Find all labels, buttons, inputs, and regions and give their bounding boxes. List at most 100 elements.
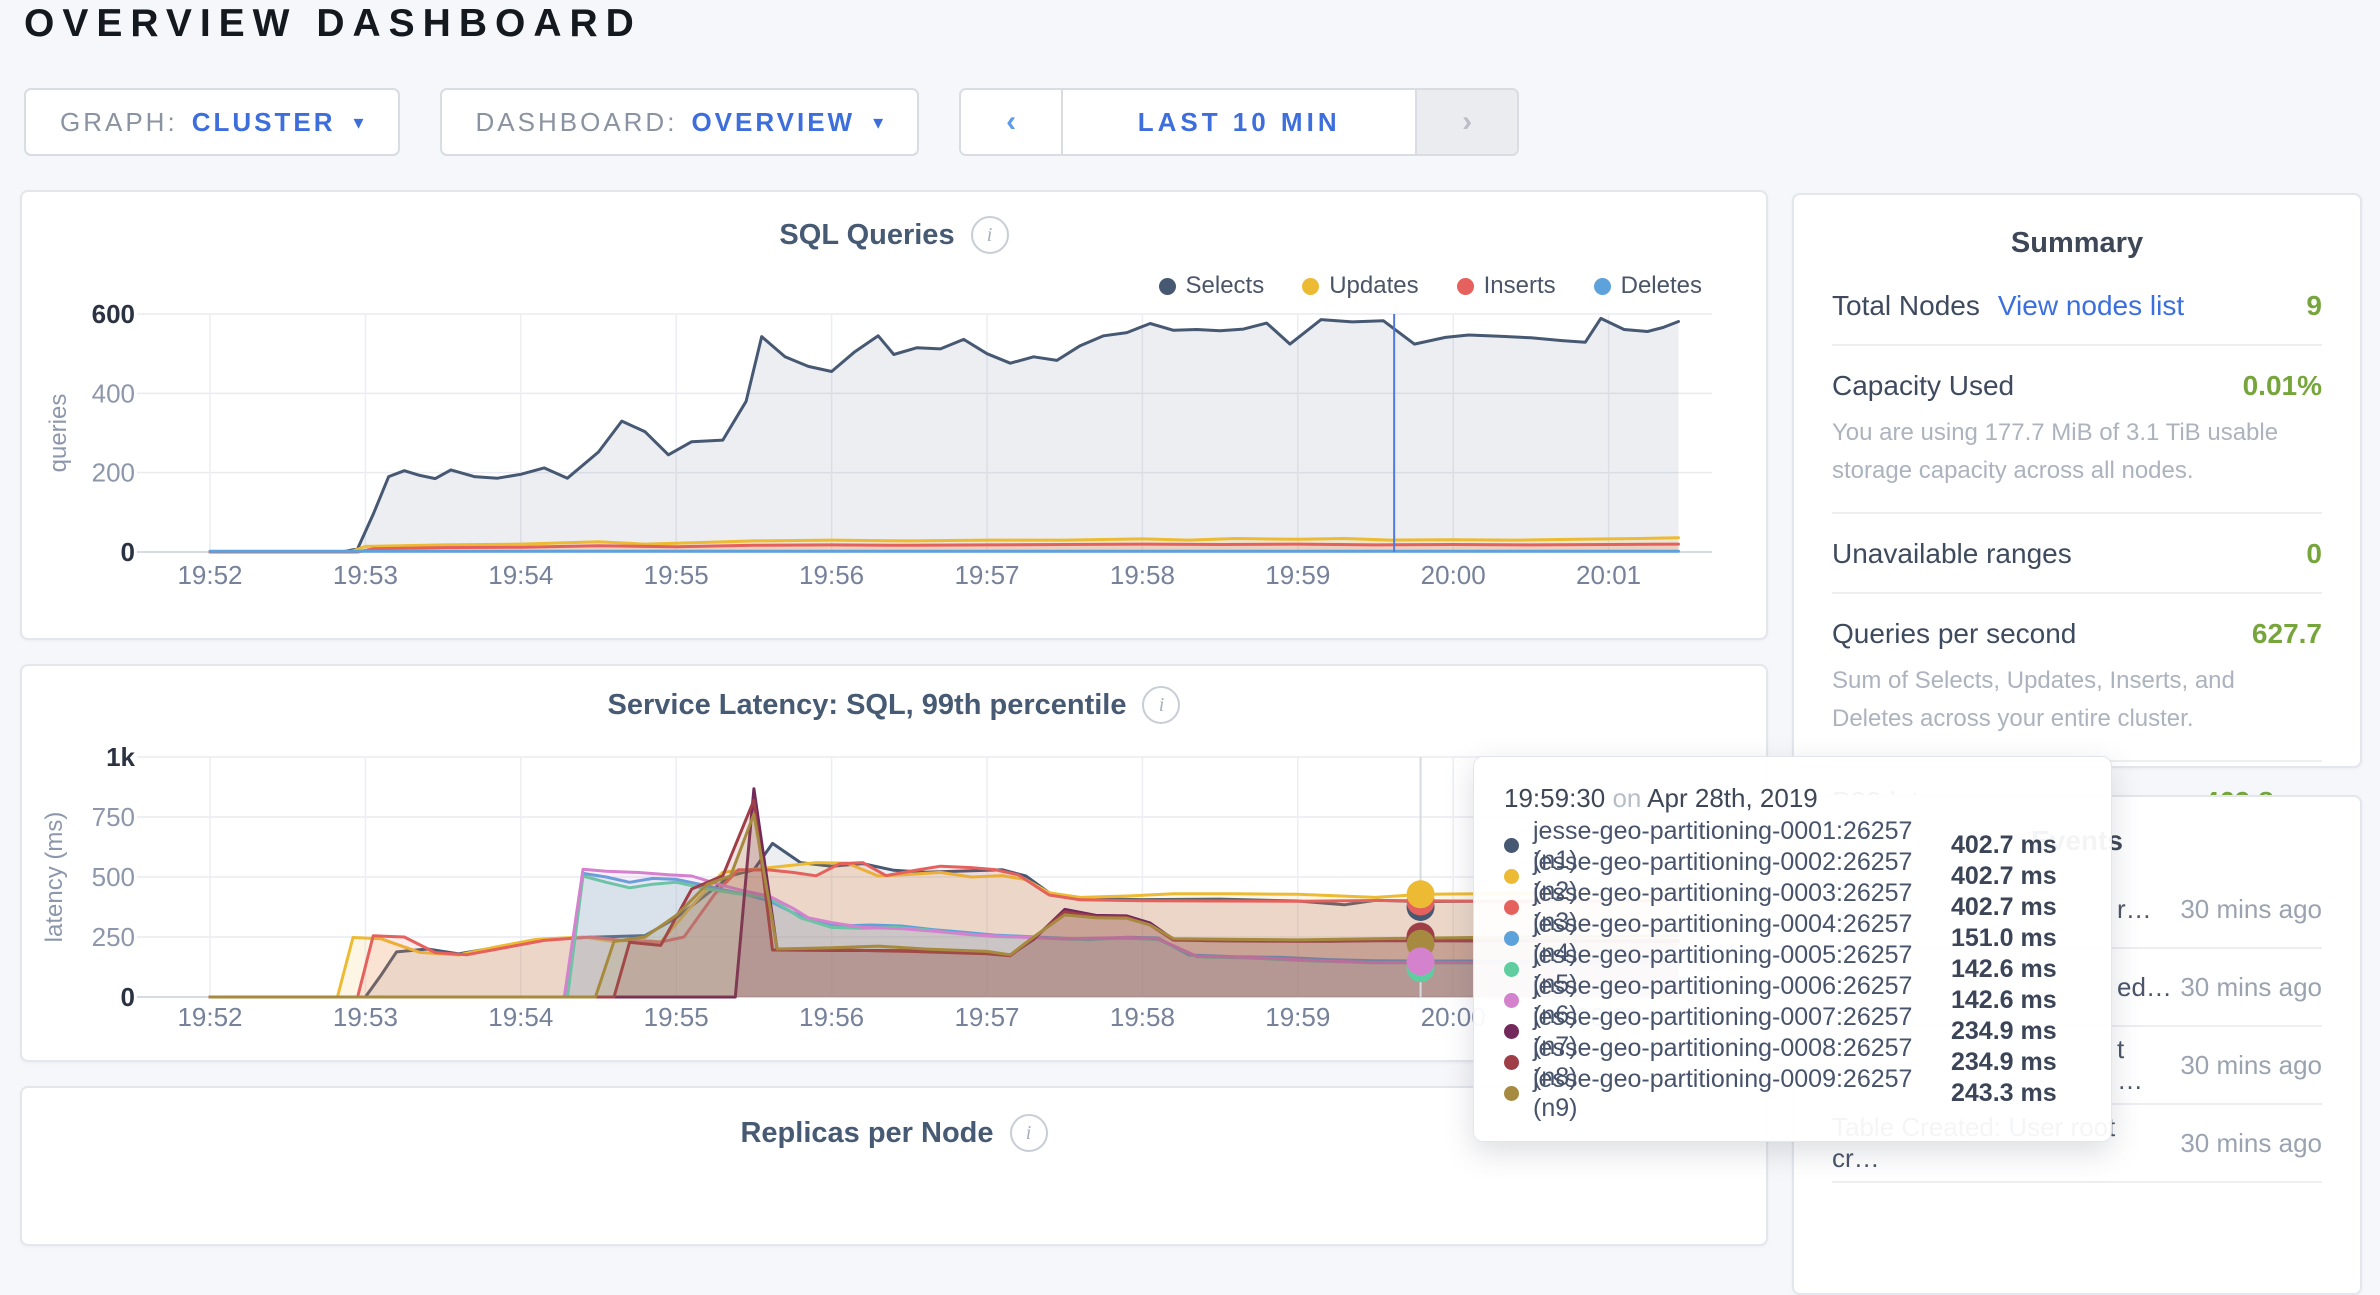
series-dot-icon [1504,1086,1519,1101]
legend-label: Inserts [1483,272,1556,299]
tooltip-row: jesse-geo-partitioning-0003:26257 (n3) 40… [1504,879,2081,936]
info-icon[interactable]: i [1009,1114,1048,1152]
info-icon[interactable]: i [1142,686,1181,724]
unavailable-ranges-value: 0 [2306,538,2322,569]
svg-text:19:55: 19:55 [644,560,709,590]
sql-queries-chart[interactable]: 0 200 400 600 19:52 19:53 19:54 19:55 19:56 19:57… [22,192,1766,638]
legend-item-selects[interactable]: Selects [1158,272,1264,300]
legend-item-deletes[interactable]: Deletes [1593,272,1702,300]
event-timestamp: 30 mins ago [2180,894,2322,924]
replicas-chart-title: Replicas per Node [740,1116,994,1149]
tooltip-time: 19:59:30 [1504,783,1606,813]
svg-text:20:00: 20:00 [1421,560,1486,590]
event-timestamp: 30 mins ago [2180,1128,2322,1158]
info-icon[interactable]: i [970,216,1009,254]
time-range-label[interactable]: LAST 10 MIN [1137,106,1341,137]
tooltip-node-name: jesse-geo-partitioning-0006:26257 (n6) [1533,971,1913,1029]
legend-label: Updates [1329,272,1419,299]
series-dot-icon [1504,1055,1519,1070]
legend-item-inserts[interactable]: Inserts [1456,272,1556,300]
tooltip-node-value: 234.9 ms [1951,1048,2057,1076]
tooltip-node-name: jesse-geo-partitioning-0005:26257 (n5) [1533,940,1913,998]
legend-dot-icon [1456,277,1474,295]
tooltip-node-value: 142.6 ms [1951,986,2057,1014]
tooltip-node-name: jesse-geo-partitioning-0003:26257 (n3) [1533,878,1913,936]
svg-text:19:59: 19:59 [1265,1002,1330,1032]
svg-text:latency (ms): latency (ms) [41,812,68,943]
summary-card: Summary Total Nodes View nodes list 9 Ca… [1792,193,2362,817]
svg-text:19:58: 19:58 [1110,1002,1175,1032]
svg-text:19:59: 19:59 [1265,560,1330,590]
series-dot-icon [1504,931,1519,946]
page-title: OVERVIEW DASHBOARD [24,2,642,45]
summary-row-unavailable: Unavailable ranges 0 [1832,514,2322,594]
svg-text:400: 400 [92,378,135,408]
latency-chart-title-row: Service Latency: SQL, 99th percentile i [22,686,1766,724]
graph-dropdown-value: CLUSTER [191,106,336,137]
legend-item-updates[interactable]: Updates [1302,272,1419,300]
tooltip-node-name: jesse-geo-partitioning-0004:26257 (n4) [1533,909,1913,967]
svg-text:500: 500 [92,862,135,892]
tooltip-node-value: 142.6 ms [1951,955,2057,983]
time-prev-button[interactable]: ‹ [961,90,1064,154]
tooltip-node-value: 402.7 ms [1951,893,2057,921]
summary-title: Summary [2010,227,2144,259]
event-timestamp: 30 mins ago [2180,1050,2322,1080]
tooltip-node-value: 151.0 ms [1951,924,2057,952]
tooltip-node-value: 402.7 ms [1951,831,2057,859]
event-timestamp: 30 mins ago [2180,972,2322,1002]
svg-text:0: 0 [121,537,135,567]
svg-text:19:58: 19:58 [1110,560,1175,590]
svg-text:19:57: 19:57 [954,1002,1019,1032]
svg-text:19:57: 19:57 [954,560,1019,590]
svg-text:0: 0 [121,982,135,1012]
dashboard-dropdown[interactable]: DASHBOARD: OVERVIEW ▾ [439,88,920,156]
tooltip-header: 19:59:30 on Apr 28th, 2019 [1504,783,2081,814]
svg-text:600: 600 [92,299,135,329]
view-nodes-list-link[interactable]: View nodes list [1997,290,2185,321]
chevron-right-icon: › [1462,105,1473,138]
event-text: r… [2117,893,2152,924]
replicas-chart-title-row: Replicas per Node i [22,1114,1766,1152]
time-next-button[interactable]: › [1415,90,1518,154]
sql-chart-legend: Selects Updates Inserts Deletes [1158,272,1702,300]
chevron-left-icon: ‹ [1006,105,1017,138]
chart-hover-tooltip: 19:59:30 on Apr 28th, 2019 jesse-geo-par… [1473,756,2112,1142]
time-range-selector: ‹ LAST 10 MIN › [959,88,1520,156]
summary-row-total-nodes: Total Nodes View nodes list 9 [1832,266,2322,346]
legend-dot-icon [1302,277,1320,295]
capacity-used-label: Capacity Used [1832,370,2015,401]
controls-row: GRAPH: CLUSTER ▾ DASHBOARD: OVERVIEW ▾ ‹… [24,88,1520,156]
graph-dropdown[interactable]: GRAPH: CLUSTER ▾ [24,88,400,156]
summary-body: Total Nodes View nodes list 9 Capacity U… [1794,260,2360,840]
latency-chart-title: Service Latency: SQL, 99th percentile [607,688,1127,721]
svg-text:200: 200 [92,458,135,488]
svg-text:19:53: 19:53 [333,560,398,590]
legend-dot-icon [1593,277,1611,295]
legend-dot-icon [1158,277,1176,295]
latency-chart[interactable]: 0 250 500 750 1k 19:52 19:53 19:54 19:55 19:56 19:… [22,666,1766,1060]
svg-text:20:01: 20:01 [1576,560,1641,590]
chevron-down-icon: ▾ [353,111,364,134]
qps-desc: Sum of Selects, Updates, Inserts, and De… [1832,667,2235,732]
svg-text:19:56: 19:56 [799,560,864,590]
series-dot-icon [1504,993,1519,1008]
tooltip-node-name: jesse-geo-partitioning-0008:26257 (n8) [1533,1033,1913,1091]
tooltip-row: jesse-geo-partitioning-0009:26257 (n9) 24… [1504,1065,2081,1122]
tooltip-on: on [1612,783,1648,813]
tooltip-node-name: jesse-geo-partitioning-0007:26257 (n7) [1533,1002,1913,1060]
event-text: t … [2117,1034,2143,1095]
tooltip-node-value: 234.9 ms [1951,1017,2057,1045]
capacity-used-desc: You are using 177.7 MiB of 3.1 TiB usabl… [1832,419,2279,484]
graph-dropdown-label: GRAPH: [60,106,178,137]
dashboard-dropdown-label: DASHBOARD: [475,106,678,137]
svg-text:queries: queries [45,394,72,473]
tooltip-row: jesse-geo-partitioning-0008:26257 (n8) 23… [1504,1034,2081,1091]
svg-text:19:53: 19:53 [333,1002,398,1032]
dashboard-dropdown-value: OVERVIEW [691,106,856,137]
series-dot-icon [1504,838,1519,853]
svg-text:19:52: 19:52 [177,1002,242,1032]
svg-text:19:55: 19:55 [644,1002,709,1032]
tooltip-row: jesse-geo-partitioning-0004:26257 (n4) 15… [1504,910,2081,967]
series-dot-icon [1504,962,1519,977]
